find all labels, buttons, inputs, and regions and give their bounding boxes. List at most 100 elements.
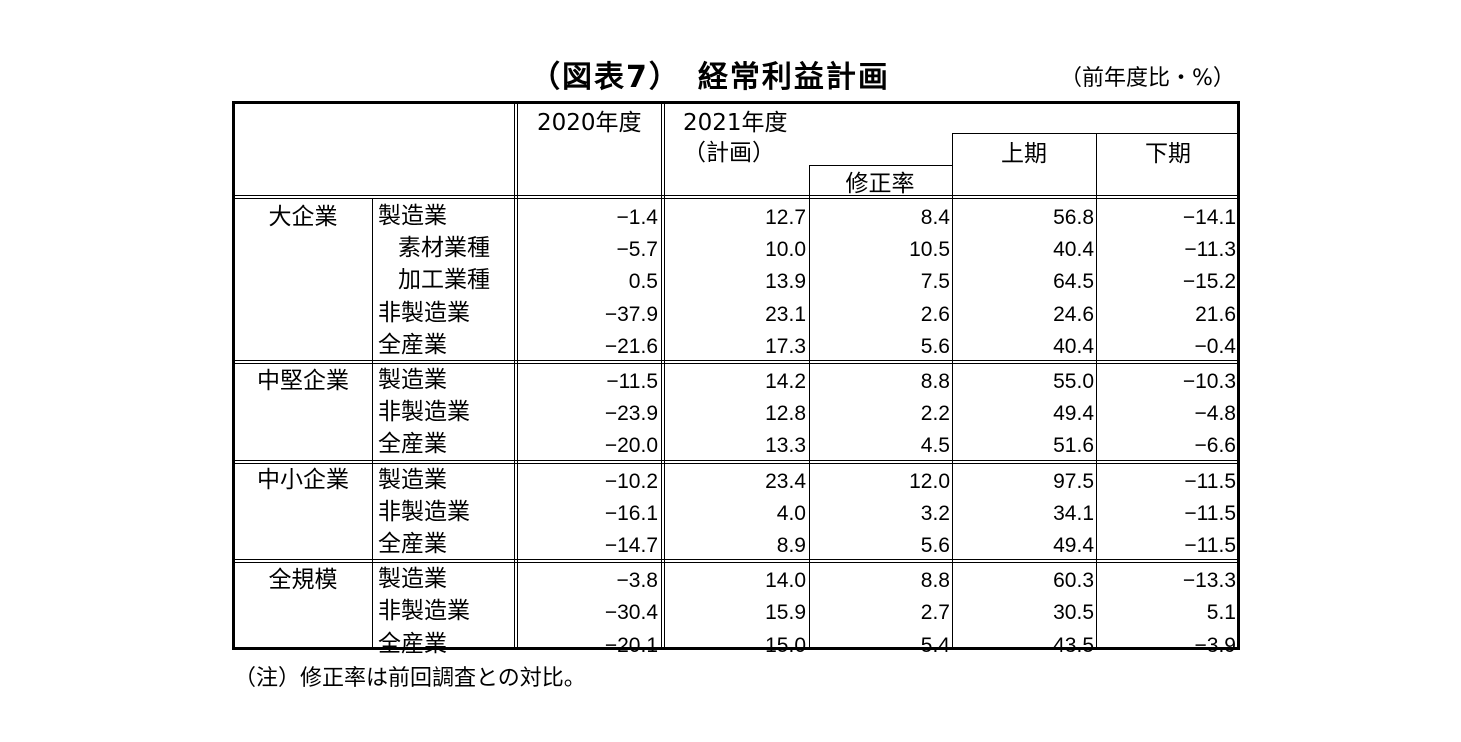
cell-value: −11.5: [1184, 534, 1236, 557]
header-revision: 修正率: [845, 171, 915, 197]
row-label: 全産業: [378, 531, 447, 557]
cell-value: 5.4: [920, 633, 950, 657]
header-2020: 2020年度: [537, 110, 642, 136]
cell-value: −20.0: [604, 434, 658, 458]
cell-value: −11.5: [1184, 469, 1236, 493]
cell-value: 15.9: [765, 601, 806, 625]
group-label: 中堅企業: [257, 367, 349, 394]
cell-value: 60.3: [1053, 569, 1094, 593]
header-second-half: 下期: [1145, 141, 1191, 167]
cell-value: 10.0: [765, 238, 806, 262]
col-sep-group: [372, 198, 373, 650]
cell-value: 97.5: [1053, 469, 1094, 493]
cell-value: 40.4: [1053, 334, 1094, 358]
cell-value: −14.7: [604, 534, 658, 557]
col-sep-2020-b: [664, 101, 665, 650]
cell-value: 5.6: [920, 534, 950, 557]
group-rule-a: [232, 559, 1240, 560]
table-border-left: [232, 101, 235, 650]
cell-value: 49.4: [1053, 534, 1094, 557]
cell-value: 8.9: [776, 534, 806, 557]
cell-value: 34.1: [1053, 501, 1094, 525]
cell-value: −14.1: [1182, 206, 1236, 229]
cell-value: −11.5: [1184, 501, 1236, 525]
cell-value: 14.2: [765, 370, 806, 393]
row-label: 製造業: [378, 566, 447, 593]
group-rule-a: [232, 460, 1240, 461]
cell-value: 4.5: [920, 434, 950, 458]
cell-value: 8.4: [920, 206, 950, 229]
header-2021: 2021年度: [683, 110, 788, 136]
row-label: 素材業種: [398, 235, 490, 262]
table-border-right: [1237, 101, 1240, 650]
cell-value: 14.0: [765, 569, 806, 593]
cell-value: 12.0: [909, 469, 950, 493]
cell-value: 49.4: [1053, 402, 1094, 426]
cell-value: 3.2: [920, 501, 950, 525]
cell-value: 8.8: [920, 569, 950, 593]
row-label: 非製造業: [378, 598, 470, 625]
cell-value: 21.6: [1195, 302, 1236, 326]
cell-value: 30.5: [1053, 601, 1094, 625]
cell-value: 56.8: [1053, 206, 1094, 229]
row-label: 製造業: [378, 466, 447, 493]
cell-value: −21.6: [604, 334, 658, 358]
cell-value: −15.2: [1182, 270, 1236, 294]
header-rule-1: [232, 195, 1240, 196]
header-first-half: 上期: [1001, 141, 1047, 167]
col-sep-revision: [952, 133, 953, 650]
cell-value: −1.4: [616, 206, 658, 229]
table-border-bottom: [232, 647, 1240, 650]
cell-value: 64.5: [1053, 270, 1094, 294]
cell-value: −16.1: [604, 501, 658, 525]
table-note: （注）修正率は前回調査との対比。: [234, 666, 586, 691]
group-rule-b: [232, 562, 1240, 563]
group-label: 中小企業: [257, 467, 349, 494]
unit-label: （前年度比・%）: [1060, 66, 1235, 91]
cell-value: 51.6: [1053, 434, 1094, 458]
cell-value: 23.4: [765, 469, 806, 493]
cell-value: −20.1: [604, 633, 658, 657]
cell-value: 43.5: [1053, 633, 1094, 657]
cell-value: −3.8: [616, 569, 658, 593]
cell-value: −23.9: [604, 402, 658, 426]
cell-value: −6.6: [1194, 434, 1236, 458]
row-label: 製造業: [378, 367, 447, 393]
cell-value: 40.4: [1053, 238, 1094, 262]
cell-value: −0.4: [1194, 334, 1236, 358]
col-sep-label-b: [517, 101, 518, 650]
row-label: 全産業: [378, 630, 447, 657]
col-sep-2020-a: [661, 101, 662, 650]
cell-value: 2.7: [920, 601, 950, 625]
cell-value: −10.3: [1182, 370, 1236, 393]
table-title: （図表7） 経常利益計画: [530, 60, 890, 95]
row-label: 全産業: [378, 331, 447, 358]
cell-value: 8.8: [920, 370, 950, 393]
table-border-top: [232, 101, 1240, 104]
cell-value: 7.5: [920, 270, 950, 294]
group-rule-b: [232, 463, 1240, 464]
cell-value: 2.6: [920, 302, 950, 326]
cell-value: 24.6: [1053, 302, 1094, 326]
cell-value: 13.3: [765, 434, 806, 458]
group-label: 全規模: [268, 567, 338, 593]
cell-value: −4.8: [1194, 402, 1236, 426]
col-sep-firsthalf: [1096, 133, 1097, 650]
header-rule-revision: [809, 165, 952, 166]
row-label: 非製造業: [378, 498, 470, 525]
cell-value: 5.6: [920, 334, 950, 358]
cell-value: 13.9: [765, 270, 806, 294]
cell-value: 12.7: [765, 206, 806, 229]
cell-value: 0.5: [628, 270, 658, 294]
row-label: 非製造業: [378, 299, 470, 326]
cell-value: 5.1: [1206, 601, 1236, 625]
cell-value: 2.2: [920, 402, 950, 426]
group-rule-b: [232, 363, 1240, 364]
cell-value: 4.0: [776, 501, 806, 525]
group-label: 大企業: [268, 203, 338, 230]
row-label: 非製造業: [378, 399, 470, 426]
col-sep-label-a: [514, 101, 515, 650]
cell-value: −37.9: [604, 302, 658, 326]
cell-value: 17.3: [765, 334, 806, 358]
